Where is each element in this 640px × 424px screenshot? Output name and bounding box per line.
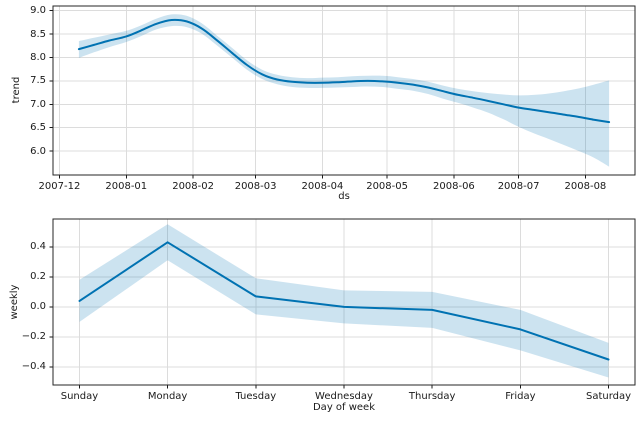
weekly-xtick-label: Tuesday xyxy=(235,391,277,402)
weekly-xtick-label: Friday xyxy=(505,391,536,402)
trend-xtick-label: 2007-12 xyxy=(38,181,81,192)
trend-xtick-label: 2008-04 xyxy=(301,181,344,192)
trend-ytick-label: 8.0 xyxy=(30,51,46,63)
trend-xtick-label: 2008-06 xyxy=(433,181,475,192)
trend-xtick-label: 2008-07 xyxy=(497,181,540,192)
trend-ytick-label: 6.0 xyxy=(30,145,46,157)
trend-spine-box xyxy=(52,5,636,176)
weekly-xtick-label: Sunday xyxy=(60,391,99,402)
trend-xtick-label: 2008-03 xyxy=(234,181,277,192)
trend-ytick-label: 7.5 xyxy=(30,75,46,87)
trend-xtick-label: 2008-05 xyxy=(366,181,408,192)
weekly-spine-box xyxy=(52,218,636,386)
trend-axes xyxy=(49,5,636,179)
trend-x-axis-label: ds xyxy=(338,191,350,202)
weekly-x-axis-label: Day of week xyxy=(312,402,376,413)
trend-line xyxy=(77,18,611,124)
trend-ytick-label: 9.0 xyxy=(30,5,46,17)
weekly-ytick-label: 0.4 xyxy=(30,241,46,253)
trend-uncertainty-band xyxy=(78,14,610,167)
trend-xtick-label: 2008-08 xyxy=(564,181,607,192)
weekly-line xyxy=(78,241,610,361)
trend-ytick-label: 7.0 xyxy=(30,98,46,110)
weekly-ytick-label: −0.2 xyxy=(21,331,46,343)
trend-xtick-label: 2008-02 xyxy=(172,181,214,192)
weekly-xtick-label: Monday xyxy=(147,391,188,402)
trend-ytick-label: 6.5 xyxy=(30,122,46,134)
weekly-uncertainty-band xyxy=(79,224,609,378)
weekly-xtick-label: Thursday xyxy=(408,391,456,402)
trend-ytick-label: 8.5 xyxy=(30,28,46,40)
trend-xtick-label: 2008-01 xyxy=(105,181,148,192)
weekly-xtick-label: Saturday xyxy=(585,391,632,402)
weekly-ytick-label: −0.4 xyxy=(21,361,46,373)
weekly-axes xyxy=(49,218,636,389)
weekly-ytick-label: 0.2 xyxy=(30,271,46,283)
weekly-xtick-label: Wednesday xyxy=(315,391,373,402)
weekly-ytick-label: 0.0 xyxy=(30,301,46,313)
